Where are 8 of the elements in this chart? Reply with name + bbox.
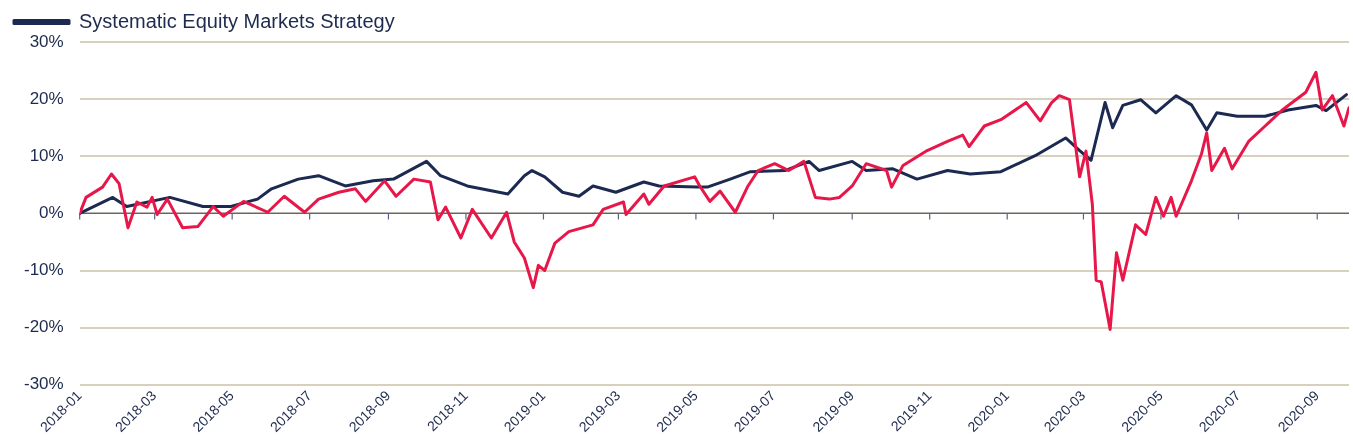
y-tick-label: -30%: [24, 374, 64, 394]
y-tick-label: -20%: [24, 317, 64, 337]
y-tick-label: 30%: [29, 31, 64, 51]
y-tick-label: 0%: [39, 203, 64, 223]
legend-label: Systematic Equity Markets Strategy: [79, 9, 395, 32]
y-tick-label: 20%: [29, 88, 64, 108]
y-tick-label: -10%: [24, 260, 64, 280]
y-tick-label: 10%: [29, 145, 64, 165]
